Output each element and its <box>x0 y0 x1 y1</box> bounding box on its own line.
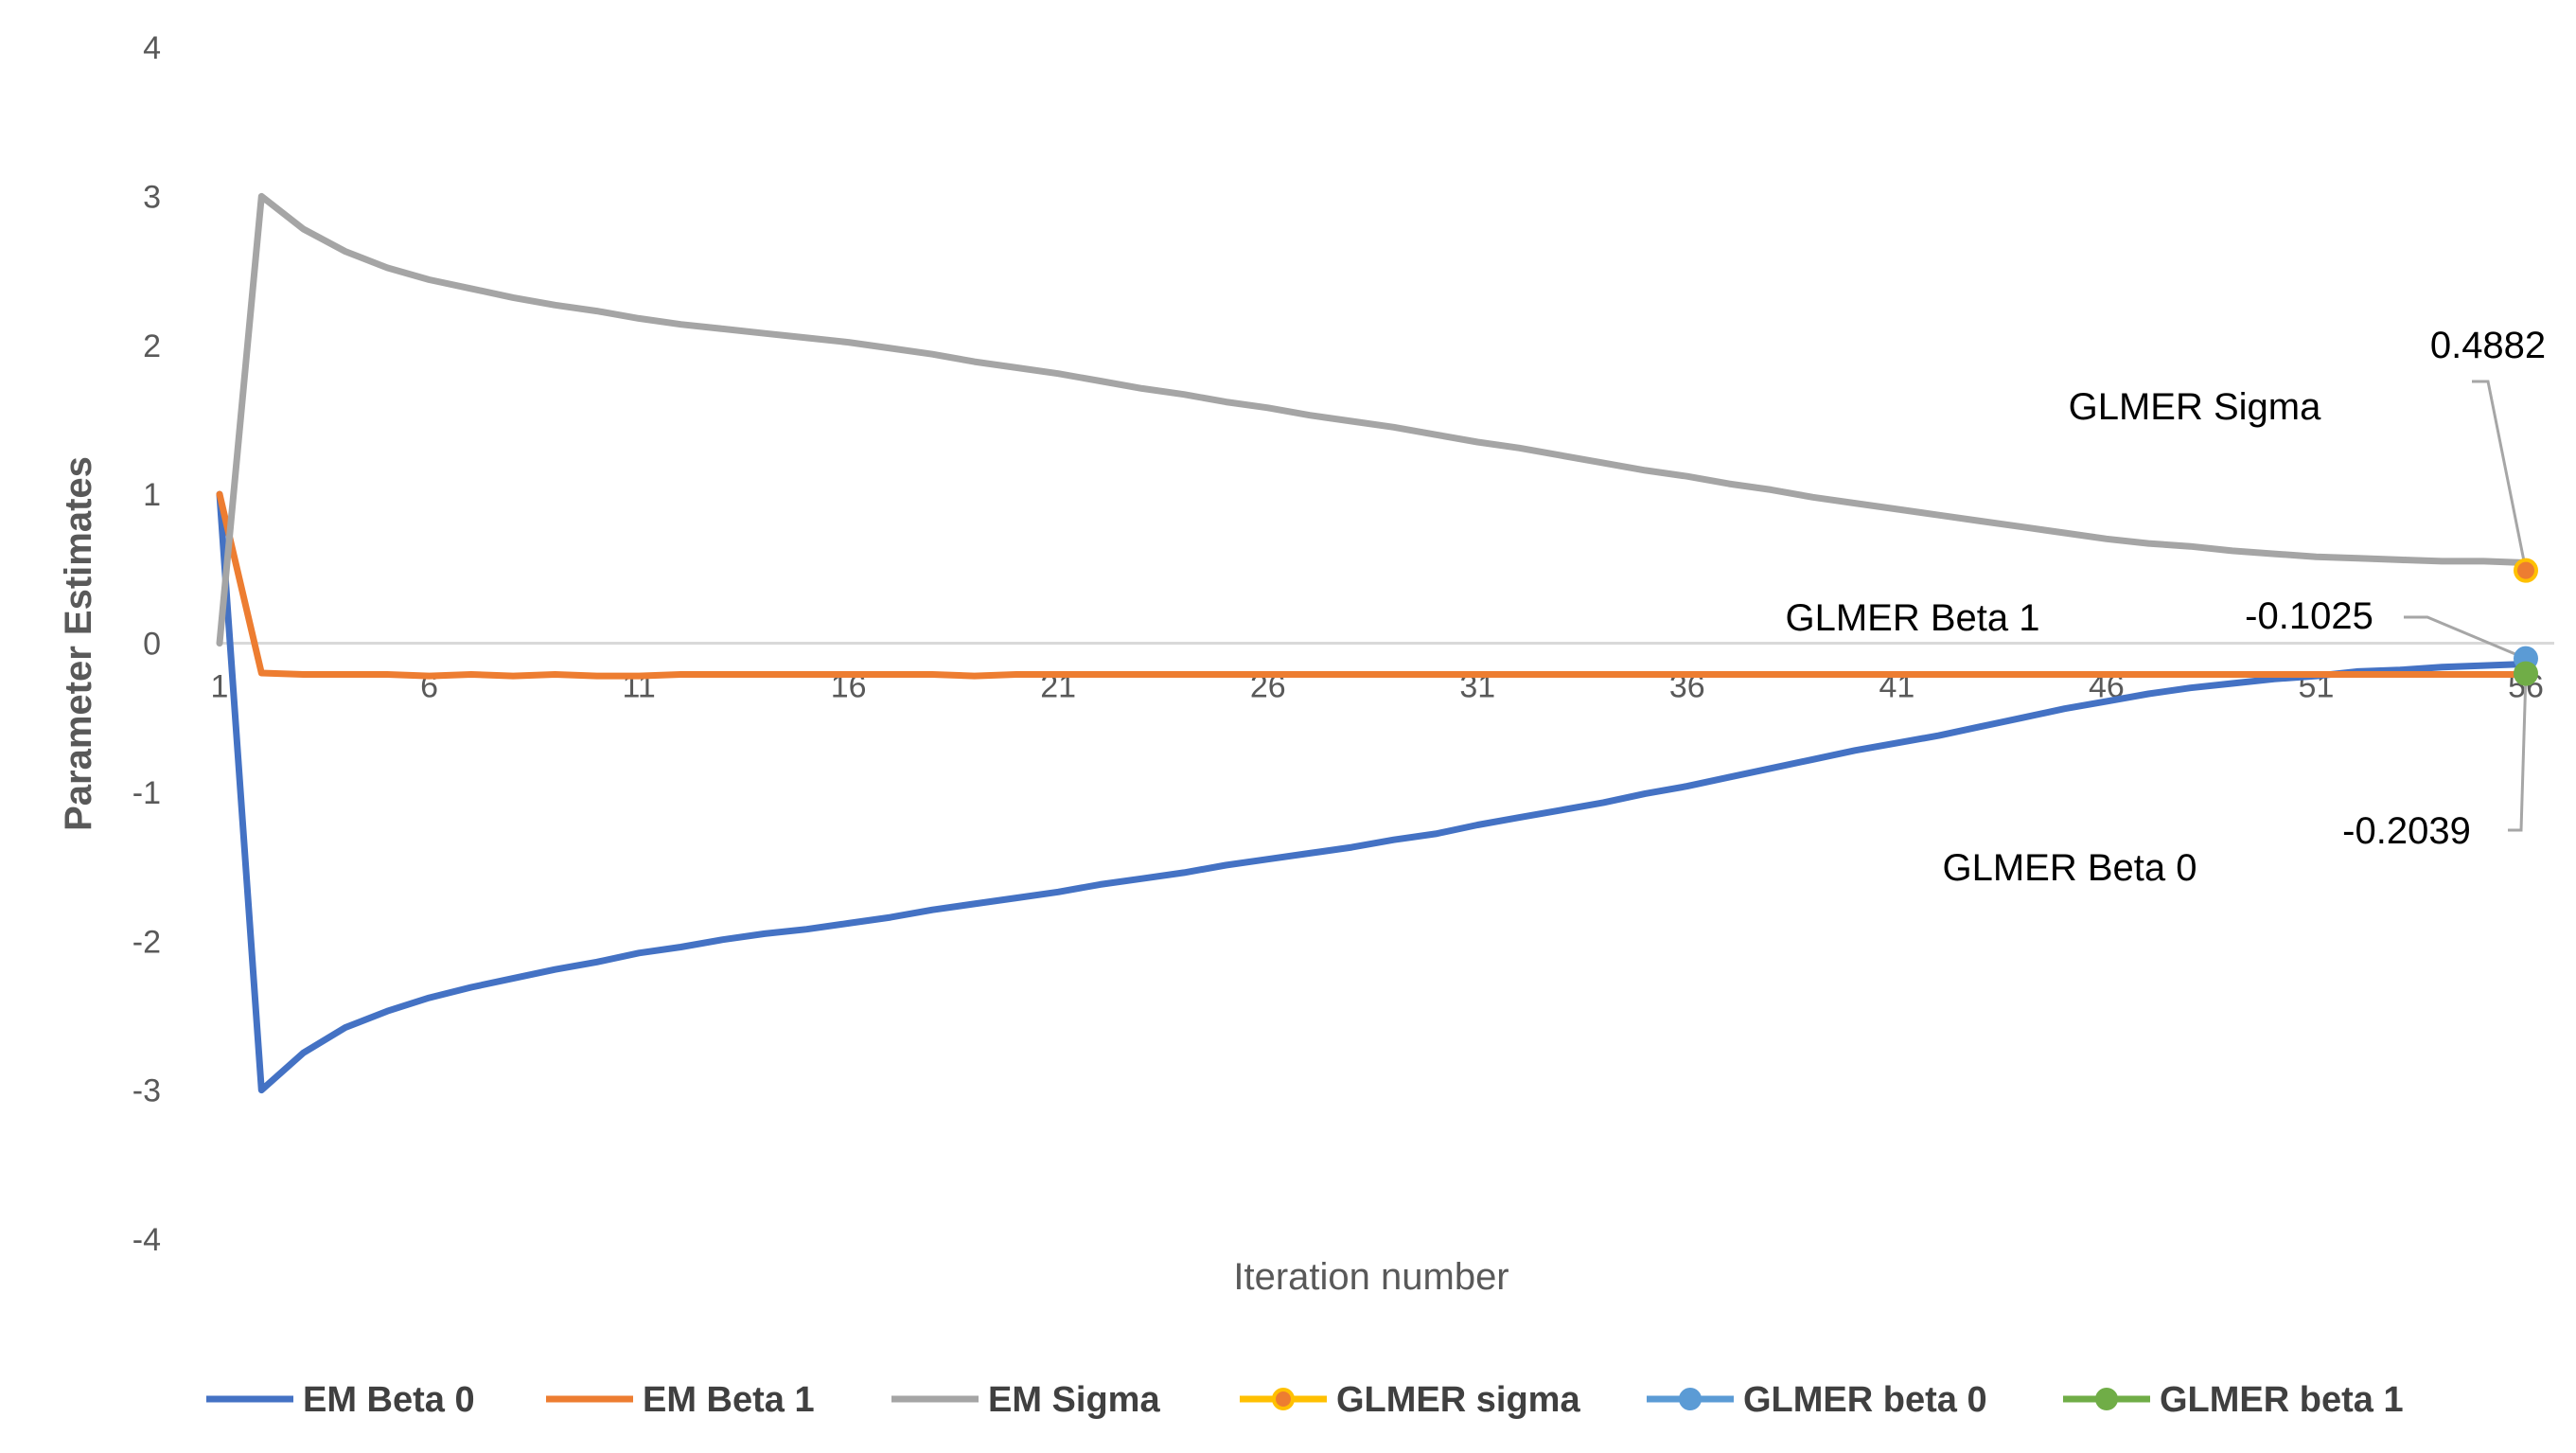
leader-line-glmer-beta-1 <box>2508 673 2528 832</box>
leader-line-glmer-beta-0 <box>2404 615 2527 661</box>
legend-label-em-beta-0: EM Beta 0 <box>303 1380 475 1420</box>
legend-marker-glmer-sigma <box>1272 1388 1295 1410</box>
y-tick-label: -4 <box>132 1222 161 1258</box>
y-tick-label: 2 <box>143 328 161 364</box>
annotation-glmer-beta-0: GLMER Beta 0 <box>1942 847 2197 889</box>
legend-marker-glmer-beta-1 <box>2095 1388 2118 1410</box>
series-line-em-beta-1 <box>216 490 2530 680</box>
annotation-glmer-sigma: GLMER Sigma <box>2069 386 2321 428</box>
y-axis-title: Parameter Estimates <box>58 456 99 831</box>
point-glmer-sigma <box>2514 558 2538 583</box>
legend-label-glmer-beta-0: GLMER beta 0 <box>1743 1380 1987 1420</box>
y-tick-label: 1 <box>143 477 161 513</box>
y-tick-label: -1 <box>132 775 161 811</box>
data-label-glmer-beta-1: -0.2039 <box>2342 810 2471 852</box>
series-line-em-beta-0 <box>216 490 2530 1094</box>
y-tick-label: -3 <box>132 1073 161 1109</box>
glmer-points <box>2514 558 2538 686</box>
y-tick-label: 3 <box>143 179 161 215</box>
x-axis-title: Iteration number <box>1233 1256 1509 1298</box>
annotation-leader-lines <box>2404 380 2528 832</box>
legend-label-glmer-beta-1: GLMER beta 1 <box>2160 1380 2404 1420</box>
legend-marker-glmer-beta-0 <box>1679 1388 1702 1410</box>
y-axis-ticks: -4 -3 -2 -1 0 1 2 3 4 <box>132 30 161 1258</box>
leader-line-glmer-sigma <box>2472 380 2528 571</box>
series-lines <box>216 192 2530 1094</box>
y-tick-label: 4 <box>143 30 161 66</box>
legend-label-glmer-sigma: GLMER sigma <box>1336 1380 1580 1420</box>
data-label-glmer-sigma: 0.4882 <box>2430 325 2546 366</box>
y-tick-label: 0 <box>143 627 161 663</box>
series-line-em-sigma <box>216 192 2530 647</box>
legend-label-em-beta-1: EM Beta 1 <box>643 1380 815 1420</box>
x-tick-label: 1 <box>211 669 229 705</box>
legend: EM Beta 0 EM Beta 1 EM Sigma GLMER sigma GLM… <box>206 1380 2404 1420</box>
point-glmer-beta-1 <box>2514 661 2538 686</box>
data-label-glmer-beta-0: -0.1025 <box>2245 595 2373 637</box>
legend-label-em-sigma: EM Sigma <box>988 1380 1160 1420</box>
annotation-glmer-beta-1: GLMER Beta 1 <box>1785 597 2039 639</box>
y-tick-label: -2 <box>132 924 161 960</box>
